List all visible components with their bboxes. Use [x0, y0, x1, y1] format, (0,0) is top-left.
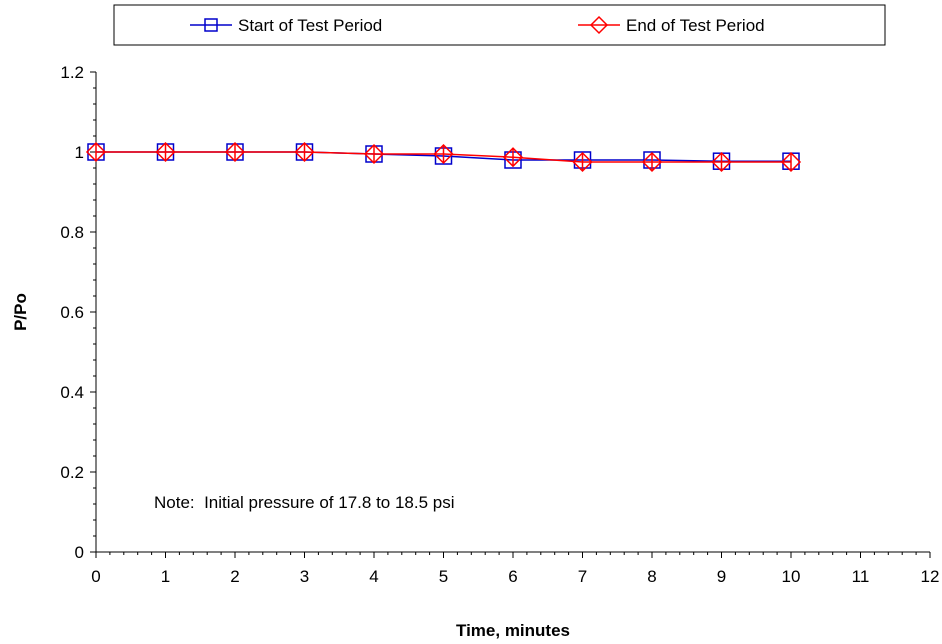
y-tick-label: 0: [75, 543, 84, 562]
legend-label-start: Start of Test Period: [238, 16, 382, 35]
x-tick-label: 9: [717, 567, 726, 586]
legend-item-end: End of Test Period: [578, 15, 765, 35]
x-tick-label: 7: [578, 567, 587, 586]
x-tick-label: 8: [647, 567, 656, 586]
legend-label-end: End of Test Period: [626, 16, 765, 35]
legend: Start of Test Period End of Test Period: [113, 4, 886, 46]
x-tick-label: 11: [852, 567, 870, 586]
x-ticks: 0 1 2 3 4 5 6 7 8 9 10 11 12: [91, 552, 939, 586]
legend-box: [113, 4, 886, 46]
y-tick-label: 0.8: [60, 223, 84, 242]
y-tick-label: 0.2: [60, 463, 84, 482]
y-axis-title: P/Po: [11, 293, 30, 331]
x-tick-label: 10: [782, 567, 801, 586]
series-end: [85, 141, 802, 173]
y-tick-label: 1.2: [60, 63, 84, 82]
legend-item-start: Start of Test Period: [190, 16, 382, 35]
legend-swatch-end-marker: [589, 15, 609, 35]
x-tick-label: 6: [508, 567, 517, 586]
y-tick-label: 0.4: [60, 383, 84, 402]
x-tick-label: 2: [230, 567, 239, 586]
y-tick-label: 1: [75, 143, 84, 162]
x-tick-label: 5: [439, 567, 448, 586]
y-tick-label: 0.6: [60, 303, 84, 322]
axes: 00.20.40.60.811.2 0 1 2 3 4 5 6 7 8 9 10 11 12: [60, 63, 939, 586]
x-tick-label: 4: [369, 567, 378, 586]
x-tick-label: 12: [921, 567, 940, 586]
x-tick-label: 0: [91, 567, 100, 586]
legend-swatch-start-marker: [204, 18, 218, 32]
y-ticks: 0 0.2 0.4 0.6 0.8 1 1.2: [60, 63, 96, 562]
series-layer: [85, 141, 802, 173]
x-tick-label: 3: [300, 567, 309, 586]
x-axis-title: Time, minutes: [456, 621, 570, 640]
note-annotation: Note: Initial pressure of 17.8 to 18.5 p…: [154, 493, 455, 512]
x-tick-label: 1: [161, 567, 170, 586]
